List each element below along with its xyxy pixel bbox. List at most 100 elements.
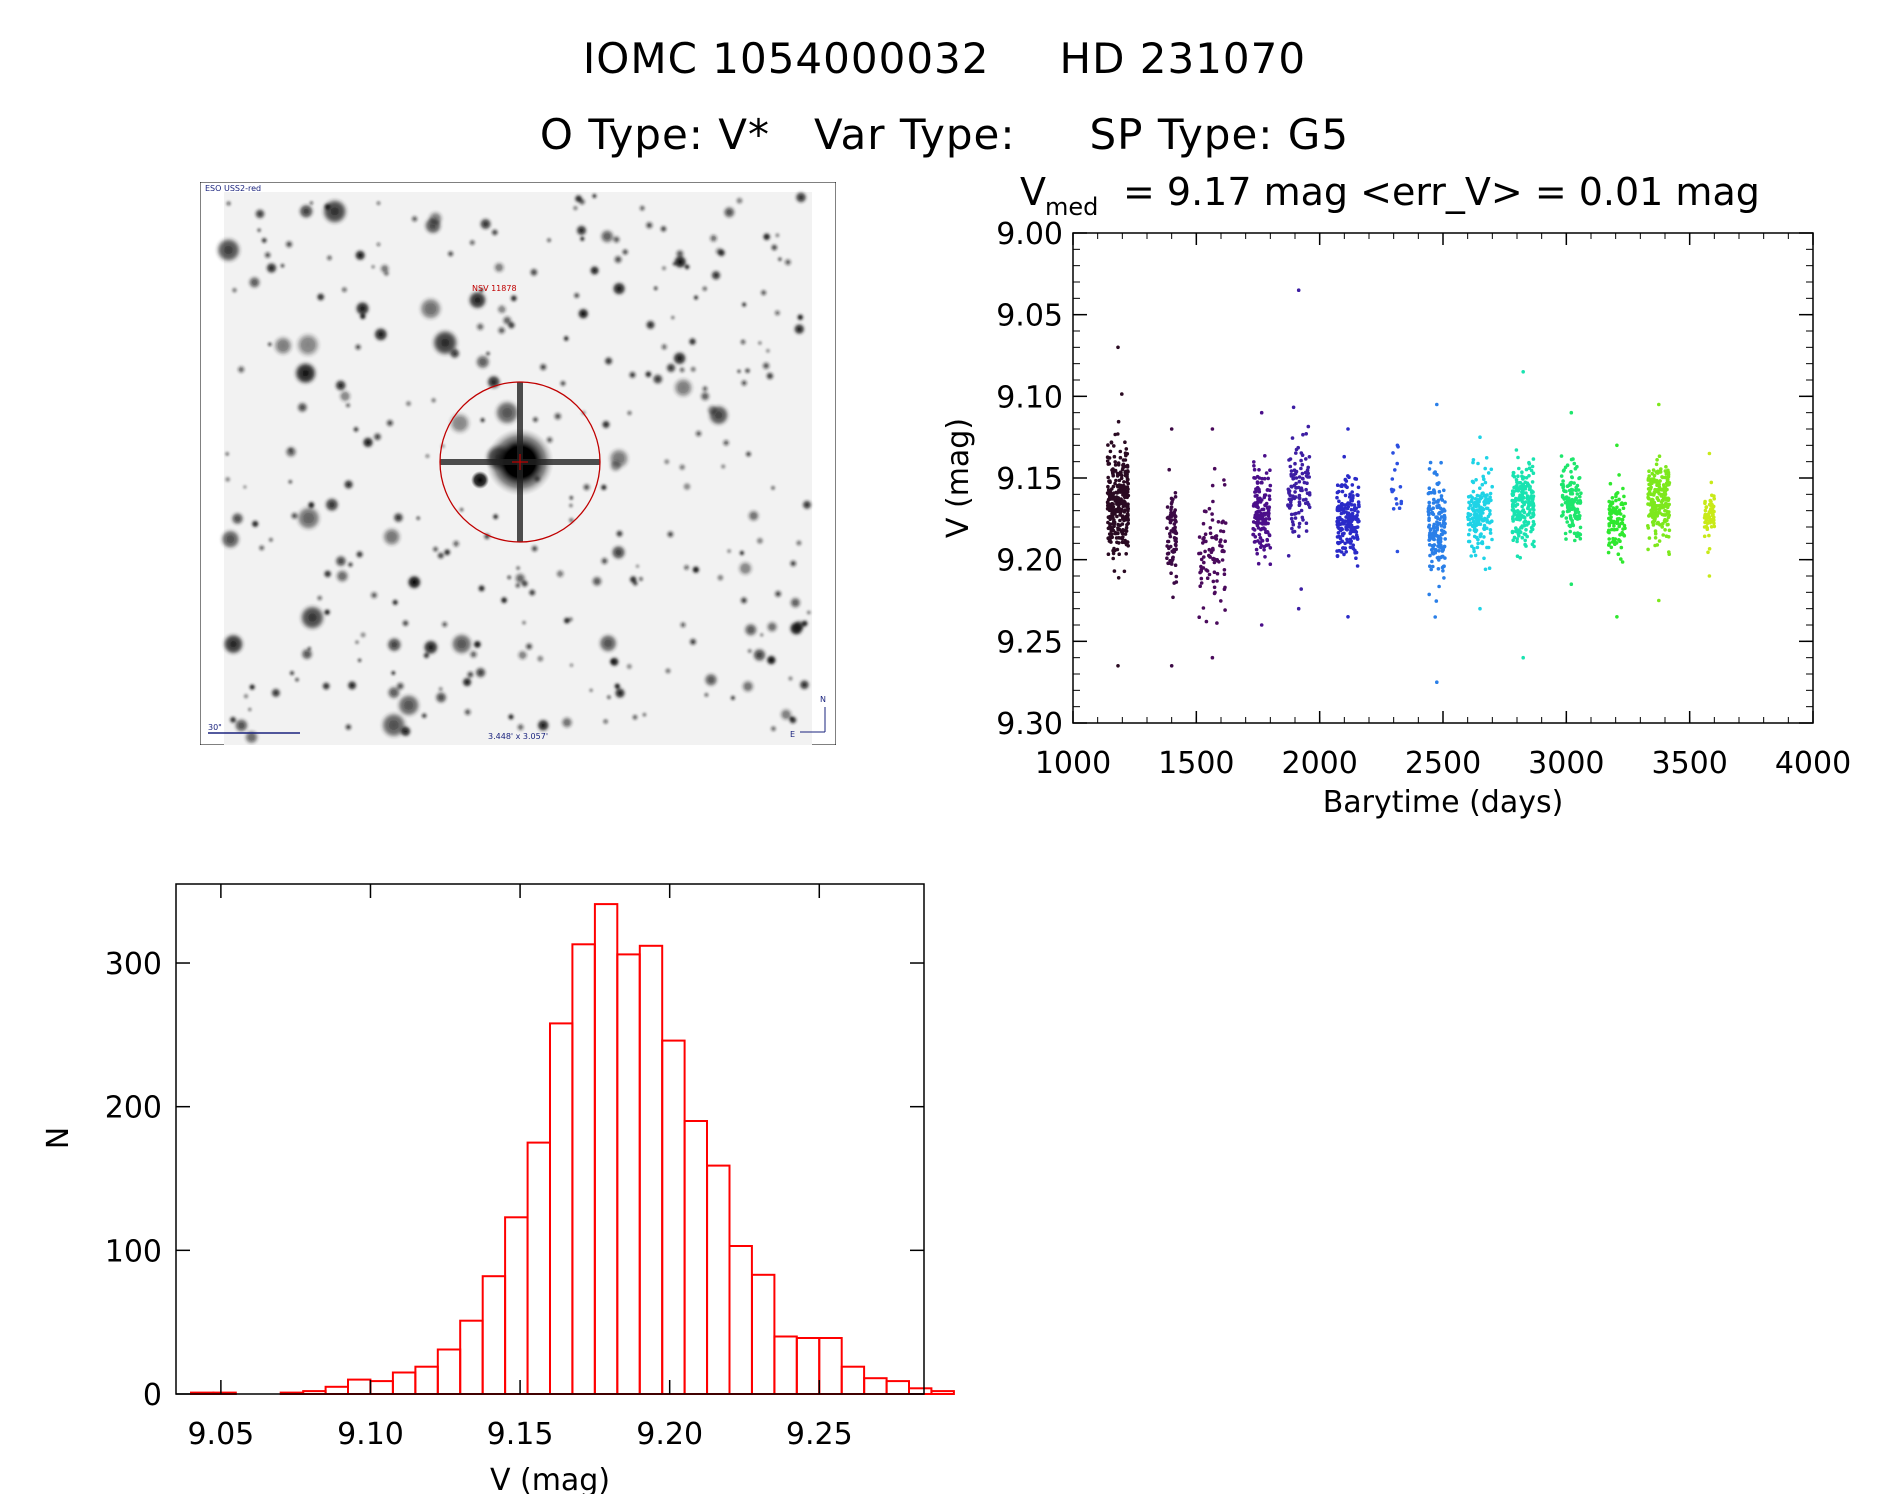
light-curve-point: [1165, 544, 1169, 548]
light-curve-point: [1486, 500, 1491, 505]
light-curve-point: [1661, 504, 1665, 508]
histogram-bar: [773, 1335, 798, 1395]
light-curve-point: [1611, 536, 1615, 541]
light-curve-point: [1612, 524, 1616, 528]
light-curve-point: [1665, 518, 1669, 522]
sky-star: [612, 281, 627, 296]
light-curve-point: [1570, 498, 1575, 502]
light-curve-point: [1646, 476, 1651, 481]
light-curve-point: [1515, 517, 1520, 522]
light-curve-point: [1569, 469, 1573, 474]
light-curve-point: [1621, 506, 1626, 511]
light-curve-point: [1566, 504, 1570, 508]
light-curve-point: [1123, 470, 1128, 474]
light-curve-point: [1564, 489, 1568, 494]
light-curve-point: [1570, 475, 1574, 480]
light-curve-point: [1607, 507, 1612, 512]
sky-star: [341, 286, 348, 293]
light-curve-point: [1113, 499, 1118, 503]
sky-star: [381, 526, 402, 547]
light-curve-point: [1197, 535, 1202, 539]
light-curve-xtick-label: 3000: [1528, 746, 1604, 781]
light-curve-point: [1531, 496, 1535, 501]
light-curve-point: [1123, 538, 1127, 543]
light-curve-point: [1437, 549, 1441, 553]
light-curve-point: [1116, 576, 1121, 580]
light-curve-point: [1710, 513, 1715, 517]
light-curve-point: [1514, 488, 1518, 493]
light-curve-point: [1111, 551, 1116, 556]
sky-star: [546, 237, 552, 243]
light-curve-point: [1124, 502, 1129, 507]
light-curve-point: [1113, 530, 1118, 535]
light-curve-point: [1346, 520, 1350, 524]
light-curve-point: [1664, 509, 1669, 513]
light-curve-point: [1439, 532, 1444, 537]
light-curve-point: [1650, 515, 1655, 520]
light-curve-point: [1482, 527, 1487, 531]
sky-star: [272, 335, 294, 356]
light-curve-point: [1399, 501, 1403, 506]
sky-star: [244, 729, 259, 745]
light-curve-point: [1521, 476, 1525, 481]
light-curve-point: [1265, 511, 1270, 515]
light-curve-point: [1266, 508, 1271, 513]
sky-star: [695, 430, 703, 438]
light-curve-point: [1439, 515, 1444, 519]
light-curve-point: [1617, 523, 1622, 527]
light-curve-point: [1115, 514, 1119, 519]
light-curve-point: [1297, 534, 1301, 538]
light-curve-point: [1113, 498, 1117, 503]
light-curve-point: [1481, 518, 1486, 523]
light-curve-point: [1116, 528, 1120, 532]
light-curve-point: [1168, 544, 1173, 549]
light-curve-point: [1125, 472, 1129, 477]
light-curve-point: [1111, 507, 1115, 512]
light-curve-point: [1260, 522, 1265, 526]
light-curve-point: [1301, 518, 1305, 522]
light-curve-point: [1606, 530, 1611, 534]
light-curve-point: [1357, 519, 1361, 524]
light-curve-xlabel: Barytime (days): [1323, 785, 1564, 820]
light-curve-point: [1531, 504, 1535, 509]
light-curve-point: [1531, 457, 1536, 461]
light-curve-point: [1118, 500, 1123, 504]
light-curve-point: [1660, 512, 1665, 517]
light-curve-point: [1172, 547, 1176, 552]
light-curve-point: [1660, 498, 1665, 503]
light-curve-point: [1666, 503, 1670, 508]
light-curve-point: [1347, 501, 1351, 506]
light-curve-point: [1390, 489, 1394, 494]
light-curve-point: [1466, 511, 1471, 516]
light-curve-point: [1607, 528, 1611, 533]
sky-star: [326, 254, 333, 261]
light-curve-point: [1122, 480, 1126, 484]
histogram-bar: [930, 1390, 955, 1395]
light-curve-point: [1431, 552, 1436, 556]
light-curve-point: [1578, 494, 1582, 499]
light-curve-point: [1614, 492, 1618, 497]
light-curve-point: [1431, 546, 1435, 551]
light-curve-point: [1474, 478, 1478, 482]
light-curve-point: [1335, 483, 1340, 488]
light-curve-point: [1106, 520, 1110, 525]
light-curve-point: [1169, 505, 1174, 509]
light-curve-point: [1434, 515, 1438, 519]
sky-star: [756, 537, 764, 545]
light-curve-point: [1607, 537, 1611, 541]
light-curve-point: [1442, 544, 1447, 549]
light-curve-point: [1471, 480, 1476, 485]
light-curve-point: [1515, 497, 1519, 502]
light-curve-point: [1572, 500, 1576, 504]
light-curve-point: [1656, 520, 1660, 525]
light-curve-point: [1524, 528, 1528, 532]
light-curve-point: [1474, 522, 1478, 526]
light-curve-point: [1511, 502, 1515, 506]
light-curve-point: [1517, 529, 1522, 534]
light-curve-point: [1255, 503, 1259, 508]
light-curve-point: [1662, 487, 1667, 491]
light-curve-point: [1710, 506, 1715, 511]
light-curve-point: [1124, 552, 1128, 556]
light-curve-point: [1568, 481, 1573, 485]
light-curve-point: [1532, 544, 1536, 549]
